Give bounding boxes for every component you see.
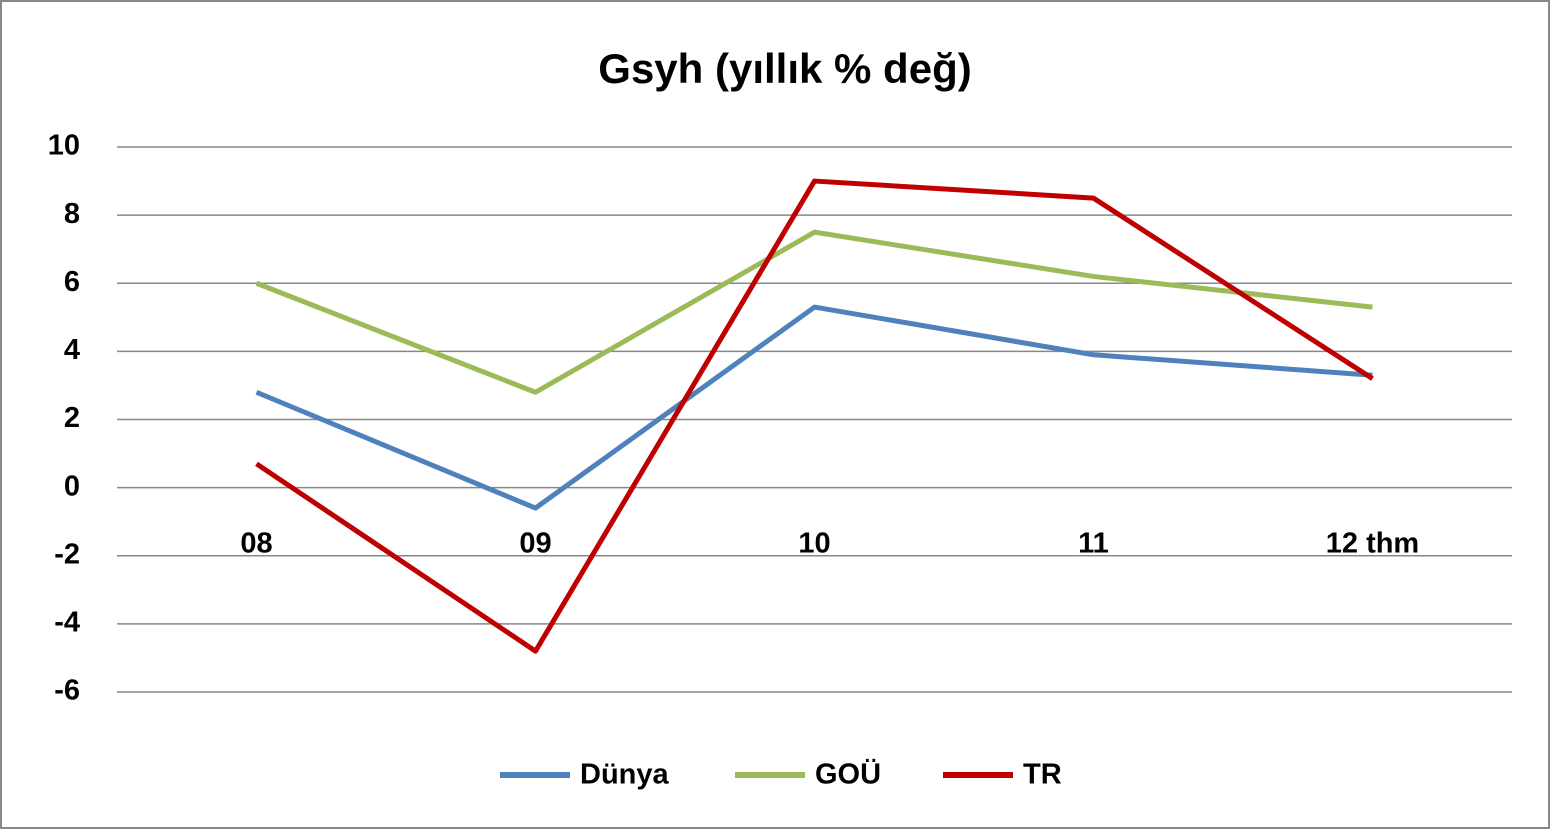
legend-label: Dünya	[580, 759, 670, 791]
chart-title: Gsyh (yıllık % değ)	[598, 45, 971, 92]
series-line	[255, 229, 1373, 395]
y-tick-label: 2	[64, 402, 80, 434]
y-tick-label: 4	[64, 334, 80, 366]
y-tick-label: 10	[48, 130, 80, 162]
y-tick-label: 8	[64, 198, 80, 230]
x-tick-label: 12 thm	[1326, 527, 1419, 559]
x-tick-label: 09	[519, 527, 551, 559]
y-tick-label: 6	[64, 266, 80, 298]
y-tick-label: -6	[54, 675, 80, 707]
x-tick-label: 10	[798, 527, 830, 559]
y-tick-label: -2	[54, 538, 80, 570]
legend-label: GOÜ	[815, 758, 881, 791]
y-tick-label: 0	[64, 470, 80, 502]
series-line	[255, 304, 1373, 511]
y-tick-label: -4	[54, 607, 80, 639]
legend-label: TR	[1023, 759, 1062, 791]
series-line	[255, 178, 1374, 654]
x-tick-label: 08	[240, 527, 272, 559]
x-tick-label: 11	[1078, 527, 1109, 559]
